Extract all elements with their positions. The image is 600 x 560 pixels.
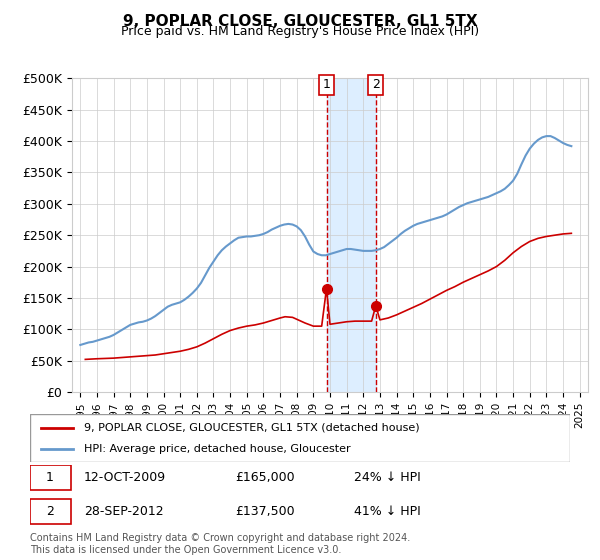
FancyBboxPatch shape: [30, 500, 71, 524]
Text: £165,000: £165,000: [235, 471, 295, 484]
Text: 41% ↓ HPI: 41% ↓ HPI: [354, 505, 421, 518]
Text: 1: 1: [323, 78, 331, 91]
Text: 9, POPLAR CLOSE, GLOUCESTER, GL1 5TX: 9, POPLAR CLOSE, GLOUCESTER, GL1 5TX: [122, 14, 478, 29]
Bar: [326, 78, 376, 392]
FancyBboxPatch shape: [30, 465, 71, 490]
Text: 1: 1: [46, 471, 54, 484]
FancyBboxPatch shape: [30, 414, 570, 462]
Text: 9, POPLAR CLOSE, GLOUCESTER, GL1 5TX (detached house): 9, POPLAR CLOSE, GLOUCESTER, GL1 5TX (de…: [84, 423, 419, 433]
Text: Contains HM Land Registry data © Crown copyright and database right 2024.
This d: Contains HM Land Registry data © Crown c…: [30, 533, 410, 555]
Text: £137,500: £137,500: [235, 505, 295, 518]
Text: 24% ↓ HPI: 24% ↓ HPI: [354, 471, 421, 484]
Text: HPI: Average price, detached house, Gloucester: HPI: Average price, detached house, Glou…: [84, 444, 350, 454]
Text: 28-SEP-2012: 28-SEP-2012: [84, 505, 164, 518]
Text: 2: 2: [46, 505, 54, 518]
Text: 2: 2: [372, 78, 380, 91]
Text: Price paid vs. HM Land Registry's House Price Index (HPI): Price paid vs. HM Land Registry's House …: [121, 25, 479, 38]
Text: 12-OCT-2009: 12-OCT-2009: [84, 471, 166, 484]
